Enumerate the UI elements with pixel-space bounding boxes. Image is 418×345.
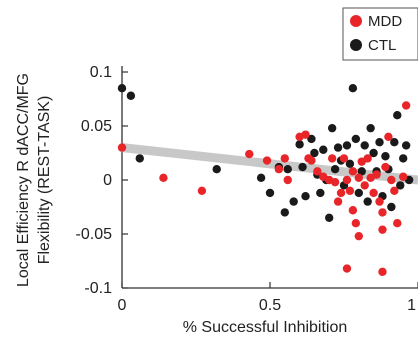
- mdd-point: [348, 167, 358, 176]
- ctl-point: [327, 123, 337, 133]
- mdd-point: [330, 177, 340, 187]
- mdd-point: [384, 132, 393, 141]
- ctl-point: [360, 141, 369, 150]
- ctl-point: [399, 154, 408, 163]
- mdd-point: [381, 162, 390, 172]
- ctl-point: [348, 84, 358, 93]
- mdd-point: [354, 231, 363, 241]
- ctl-point: [117, 84, 127, 93]
- y-axis-title: Local Efficiency R dACC/MFG Flexibility …: [15, 73, 53, 287]
- y-axis-title-line-1: Local Efficiency R dACC/MFG: [15, 73, 32, 287]
- mdd-point: [301, 130, 310, 139]
- y-tick-label: 0.1: [90, 64, 112, 81]
- ctl-point: [256, 173, 266, 183]
- ctl-point: [401, 141, 411, 150]
- ctl-point: [363, 197, 372, 206]
- ctl-point: [295, 140, 304, 149]
- mdd-point: [372, 170, 381, 179]
- ctl-point: [319, 145, 328, 154]
- ctl-point: [333, 143, 343, 152]
- ctl-point: [280, 208, 289, 217]
- mdd-point: [339, 154, 349, 163]
- mdd-point: [274, 165, 284, 174]
- y-axis-title-line-2: Flexibility (REST-TASK): [36, 96, 53, 265]
- mdd-point: [336, 188, 346, 198]
- x-tick-label: 0: [118, 297, 127, 314]
- ctl-point: [135, 154, 144, 163]
- mdd-point: [327, 154, 337, 163]
- ctl-point: [316, 188, 325, 198]
- mdd-point: [333, 197, 343, 206]
- ctl-point: [381, 152, 390, 161]
- ctl-point: [342, 141, 352, 150]
- plot-area: -0.1 -0.05 0 0.05 0.1 0 0.5 1: [76, 64, 418, 314]
- mdd-point: [342, 175, 352, 185]
- mdd-point: [390, 186, 399, 195]
- legend-mdd-marker: [350, 15, 362, 27]
- ctl-point: [390, 138, 399, 147]
- y-tick-label: 0.05: [81, 118, 112, 135]
- mdd-point: [345, 186, 355, 195]
- mdd-point: [348, 206, 358, 215]
- ctl-point: [387, 202, 396, 212]
- ctl-point: [354, 188, 363, 198]
- mdd-point: [245, 149, 254, 159]
- mdd-point: [363, 154, 372, 163]
- y-tick-label: -0.1: [84, 280, 112, 297]
- mdd-point: [375, 197, 384, 206]
- x-tick-label: 1: [407, 297, 416, 314]
- legend-ctl-label: CTL: [368, 37, 396, 54]
- ctl-point: [369, 148, 378, 158]
- mdd-point: [117, 143, 127, 152]
- mdd-point: [354, 173, 363, 183]
- mdd-point: [401, 101, 411, 110]
- mdd-point: [262, 156, 272, 165]
- mdd-point: [399, 172, 408, 181]
- mdd-point: [378, 225, 387, 234]
- ctl-point: [283, 165, 292, 174]
- ctl-point: [212, 165, 221, 174]
- ctl-point: [298, 162, 307, 172]
- mdd-point: [159, 173, 168, 183]
- mdd-point: [342, 264, 352, 273]
- ctl-point: [396, 181, 405, 190]
- ctl-point: [357, 167, 366, 176]
- legend: MDD CTL: [342, 7, 418, 61]
- mdd-point: [197, 186, 207, 195]
- mdd-point: [369, 188, 378, 198]
- ctl-point: [310, 148, 319, 158]
- legend-ctl-marker: [350, 39, 362, 51]
- mdd-point: [280, 154, 289, 163]
- ctl-point: [393, 111, 402, 120]
- mdd-point: [387, 175, 396, 185]
- x-axis-title: % Successful Inhibition: [183, 319, 348, 336]
- mdd-point: [283, 175, 292, 185]
- ctl-point: [126, 91, 136, 100]
- mdd-point: [378, 208, 387, 217]
- ctl-point: [330, 165, 340, 174]
- mdd-point: [393, 219, 402, 228]
- ctl-point: [366, 123, 375, 133]
- ctl-point: [265, 188, 275, 198]
- ctl-point: [375, 138, 384, 147]
- ctl-point: [325, 213, 334, 222]
- mdd-point: [360, 181, 369, 190]
- y-tick-label: 0: [103, 172, 112, 189]
- ctl-point: [301, 192, 310, 201]
- ctl-point: [289, 197, 298, 206]
- x-tick-label: 0.5: [259, 297, 281, 314]
- mdd-point: [351, 219, 361, 228]
- mdd-point: [378, 267, 387, 276]
- mdd-point: [313, 167, 322, 176]
- mdd-point: [307, 156, 316, 165]
- y-tick-label: -0.05: [76, 226, 113, 243]
- ctl-point: [351, 134, 361, 144]
- ctl-point: [307, 134, 316, 144]
- legend-mdd-label: MDD: [368, 13, 402, 30]
- ctl-point: [345, 159, 355, 168]
